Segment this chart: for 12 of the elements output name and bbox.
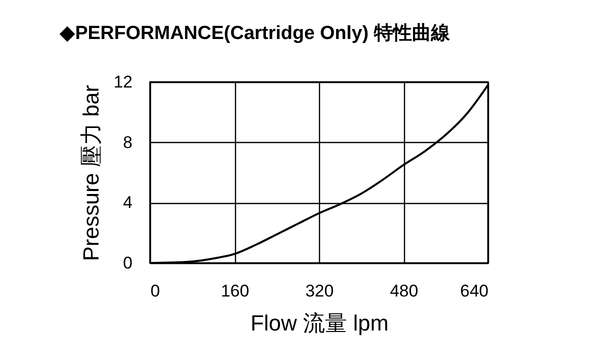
x-tick-label: 320 xyxy=(305,282,334,300)
x-tick-label: 480 xyxy=(390,282,418,300)
chart-title: ◆PERFORMANCE(Cartridge Only) 特性曲線 xyxy=(59,22,451,44)
y-tick-label: 12 xyxy=(114,72,132,92)
x-tick-label: 0 xyxy=(150,282,160,300)
x-tick-label: 160 xyxy=(220,282,250,300)
x-axis-title: Flow 流量 lpm xyxy=(250,310,389,336)
x-tick-label: 640 xyxy=(460,282,488,300)
y-tick-label: 8 xyxy=(123,132,132,152)
y-axis-title: Pressure 壓力 bar xyxy=(78,84,104,262)
y-tick-label: 0 xyxy=(123,254,132,272)
y-tick-label: 4 xyxy=(123,193,132,212)
